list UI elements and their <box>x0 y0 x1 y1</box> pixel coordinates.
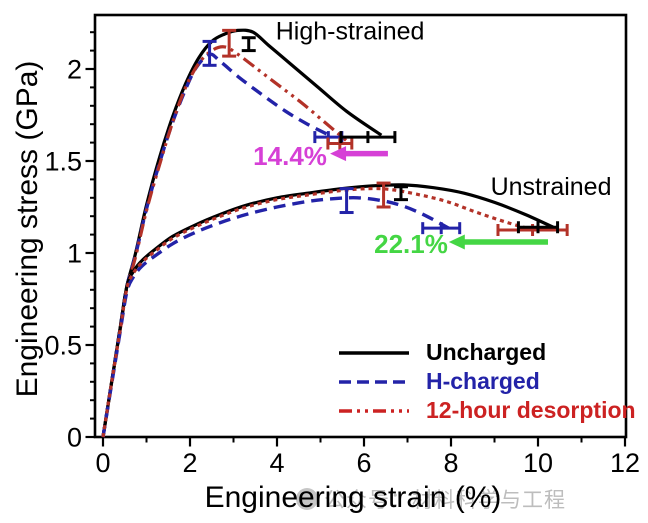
watermark: 公众号：材料科学与工程 <box>296 484 566 514</box>
curve-un-h-charged <box>101 196 450 438</box>
x-axis-tick-label: 2 <box>182 448 197 478</box>
x-axis-tick-label: 6 <box>356 448 371 478</box>
vertical-error-bar-un-uncharged <box>393 185 408 202</box>
legend-label-uncharged: Uncharged <box>426 339 547 365</box>
horizontal-error-bar-un-uncharged <box>516 221 560 234</box>
annotation-unstrained-label: Unstrained <box>491 173 612 201</box>
y-axis-tick-label: 2 <box>67 55 82 85</box>
curve-hs-desorption <box>101 45 348 438</box>
horizontal-error-bar-hs-uncharged <box>339 131 397 144</box>
x-axis-tick-label: 8 <box>443 448 458 478</box>
vertical-error-bar-hs-desorption <box>222 28 237 58</box>
reduction-arrow-high-strained-head <box>330 146 347 162</box>
vertical-error-bar-hs-h-charged <box>202 39 217 67</box>
annotation-reduction-unstrained-label: 22.1% <box>374 229 448 259</box>
y-axis-tick-label: 0 <box>67 423 82 453</box>
y-axis-tick-label: 0.5 <box>44 331 82 361</box>
legend-label-desorption: 12-hour desorption <box>426 397 636 423</box>
horizontal-error-bar-un-h-charged <box>421 222 462 235</box>
legend-item-uncharged: Uncharged <box>336 338 636 367</box>
vertical-error-bar-un-desorption <box>376 181 391 209</box>
x-axis-tick-label: 10 <box>523 448 553 478</box>
reduction-arrow-unstrained-head <box>448 234 465 250</box>
vertical-error-bar-un-h-charged <box>339 187 354 215</box>
plot-frame <box>93 13 628 439</box>
watermark-logo-icon <box>296 488 318 510</box>
y-axis-tick-label: 1.5 <box>44 147 82 177</box>
annotation-reduction-high-label: 14.4% <box>253 141 327 171</box>
x-axis-tick-label: 0 <box>95 448 110 478</box>
legend-line-dash-dot-dot-icon <box>339 408 409 413</box>
legend-label-h-charged: H-charged <box>426 368 540 394</box>
x-axis-tick-label: 4 <box>269 448 284 478</box>
x-axis-title: Engineering strain (%) <box>204 481 502 514</box>
watermark-text: 公众号：材料科学与工程 <box>324 489 566 512</box>
annotation-high-strained-label: High-strained <box>276 17 425 45</box>
chart-legend: Uncharged H-charged 12-hour desorption <box>336 338 636 425</box>
legend-line-dashed-icon <box>339 379 409 384</box>
y-axis-tick-label: 1 <box>67 239 82 269</box>
horizontal-error-bar-un-desorption <box>496 224 569 236</box>
curve-hs-h-charged <box>101 52 330 438</box>
vertical-error-bar-hs-uncharged <box>241 36 256 53</box>
y-axis-title: Engineering stress (GPa) <box>11 60 44 398</box>
legend-item-h-charged: H-charged <box>336 367 636 396</box>
x-axis-tick-label: 12 <box>610 448 640 478</box>
curve-un-uncharged <box>101 183 554 438</box>
legend-item-desorption: 12-hour desorption <box>336 396 636 425</box>
legend-line-solid-icon <box>339 350 409 355</box>
